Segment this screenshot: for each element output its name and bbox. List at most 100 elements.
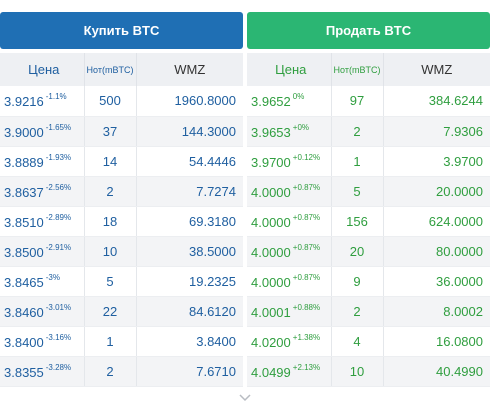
order-row[interactable]: 3.8465 -3% 5 19.2325 [0,266,243,297]
price-cell: 3.9216 -1.1% [0,86,85,117]
wmz-cell: 80.0000 [383,236,490,267]
price-cell: 3.8400 -3.16% [0,326,85,357]
table-header-row: Цена Нот(mBTC) WMZ [0,53,243,86]
price-cell: 4.0001 +0.88% [247,296,332,327]
wmz-cell: 38.5000 [136,236,243,267]
price-change: +2.13% [292,362,321,372]
price-change: -2.56% [45,182,72,192]
price-value: 3.8510 [4,214,44,230]
price-value: 3.8637 [4,184,44,200]
sell-panel: Продать BTC Цена Нот(mBTC) WMZ 3.9652 0% 9… [247,12,490,387]
price-cell: 3.8889 -1.93% [0,146,85,177]
buy-orders-table: Цена Нот(mBTC) WMZ 3.9216 -1.1% 500 1960.80… [0,53,243,387]
order-row[interactable]: 3.8355 -3.28% 2 7.6710 [0,356,243,387]
order-row[interactable]: 3.8889 -1.93% 14 54.4446 [0,146,243,177]
order-row[interactable]: 4.0000 +0.87% 9 36.0000 [247,266,490,297]
order-row[interactable]: 3.9653 +0% 2 7.9306 [247,116,490,147]
wmz-cell: 16.0800 [383,326,490,357]
wmz-column-header[interactable]: WMZ [174,62,206,77]
price-change: -3% [45,272,60,282]
wmz-cell: 7.6710 [136,356,243,387]
amount-cell: 4 [331,326,384,357]
order-row[interactable]: 3.9216 -1.1% 500 1960.8000 [0,86,243,117]
order-row[interactable]: 3.9652 0% 97 384.6244 [247,86,490,117]
order-row[interactable]: 4.0200 +1.38% 4 16.0800 [247,326,490,357]
amount-column-header[interactable]: Нот(mBTC) [84,53,137,86]
price-value: 3.9000 [4,124,44,140]
price-value: 4.0000 [251,214,291,230]
order-row[interactable]: 4.0499 +2.13% 10 40.4990 [247,356,490,387]
price-cell: 3.8355 -3.28% [0,356,85,387]
price-value: 4.0001 [251,304,291,320]
order-row[interactable]: 3.8637 -2.56% 2 7.7274 [0,176,243,207]
price-value: 3.9216 [4,94,44,110]
price-change: -3.01% [45,302,72,312]
order-row[interactable]: 3.8500 -2.91% 10 38.5000 [0,236,243,267]
amount-column-header[interactable]: Нот(mBTC) [331,53,384,86]
amount-cell: 156 [331,206,384,237]
price-change: +0.87% [292,212,321,222]
amount-cell: 1 [84,326,137,357]
amount-cell: 10 [84,236,137,267]
amount-cell: 5 [84,266,137,297]
price-change: +0% [292,122,309,132]
amount-cell: 14 [84,146,137,177]
buy-panel: Купить BTC Цена Нот(mBTC) WMZ 3.9216 -1.1… [0,12,243,387]
price-cell: 3.9652 0% [247,86,332,117]
amount-cell: 2 [84,176,137,207]
price-cell: 4.0200 +1.38% [247,326,332,357]
amount-cell: 5 [331,176,384,207]
price-change: -2.89% [45,212,72,222]
order-row[interactable]: 3.9700 +0.12% 1 3.9700 [247,146,490,177]
chevron-down-icon[interactable] [238,391,252,405]
price-cell: 3.9000 -1.65% [0,116,85,147]
order-row[interactable]: 4.0000 +0.87% 156 624.0000 [247,206,490,237]
price-cell: 3.8465 -3% [0,266,85,297]
amount-cell: 1 [331,146,384,177]
price-column-header[interactable]: Цена [247,53,332,86]
wmz-cell: 36.0000 [383,266,490,297]
price-change: -2.91% [45,242,72,252]
wmz-cell: 1960.8000 [136,86,243,117]
price-value: 3.9700 [251,154,291,170]
wmz-cell: 624.0000 [383,206,490,237]
price-cell: 3.8510 -2.89% [0,206,85,237]
price-value: 3.8400 [4,334,44,350]
price-cell: 4.0000 +0.87% [247,236,332,267]
price-value: 3.9652 [251,94,291,110]
order-row[interactable]: 3.8400 -3.16% 1 3.8400 [0,326,243,357]
amount-cell: 37 [84,116,137,147]
amount-cell: 20 [331,236,384,267]
price-value: 3.8889 [4,154,44,170]
order-row[interactable]: 4.0000 +0.87% 5 20.0000 [247,176,490,207]
price-value: 4.0499 [251,364,291,380]
price-change: +0.87% [292,182,321,192]
wmz-cell: 144.3000 [136,116,243,147]
amount-cell: 9 [331,266,384,297]
price-value: 3.8355 [4,364,44,380]
amount-cell: 97 [331,86,384,117]
wmz-column-header[interactable]: WMZ [421,62,453,77]
wmz-cell: 19.2325 [136,266,243,297]
order-row[interactable]: 4.0001 +0.88% 2 8.0002 [247,296,490,327]
price-change: -1.93% [45,152,72,162]
order-row[interactable]: 3.8460 -3.01% 22 84.6120 [0,296,243,327]
amount-cell: 18 [84,206,137,237]
price-value: 4.0200 [251,334,291,350]
buy-btc-button[interactable]: Купить BTC [0,12,243,49]
wmz-cell: 384.6244 [383,86,490,117]
wmz-cell: 40.4990 [383,356,490,387]
wmz-cell: 84.6120 [136,296,243,327]
amount-cell: 22 [84,296,137,327]
order-row[interactable]: 4.0000 +0.87% 20 80.0000 [247,236,490,267]
wmz-cell: 20.0000 [383,176,490,207]
sell-btc-button[interactable]: Продать BTC [247,12,490,49]
price-cell: 3.8460 -3.01% [0,296,85,327]
wmz-cell: 3.8400 [136,326,243,357]
price-column-header[interactable]: Цена [0,53,85,86]
order-row[interactable]: 3.9000 -1.65% 37 144.3000 [0,116,243,147]
order-row[interactable]: 3.8510 -2.89% 18 69.3180 [0,206,243,237]
amount-cell: 2 [331,116,384,147]
price-cell: 3.8637 -2.56% [0,176,85,207]
price-value: 3.9653 [251,124,291,140]
